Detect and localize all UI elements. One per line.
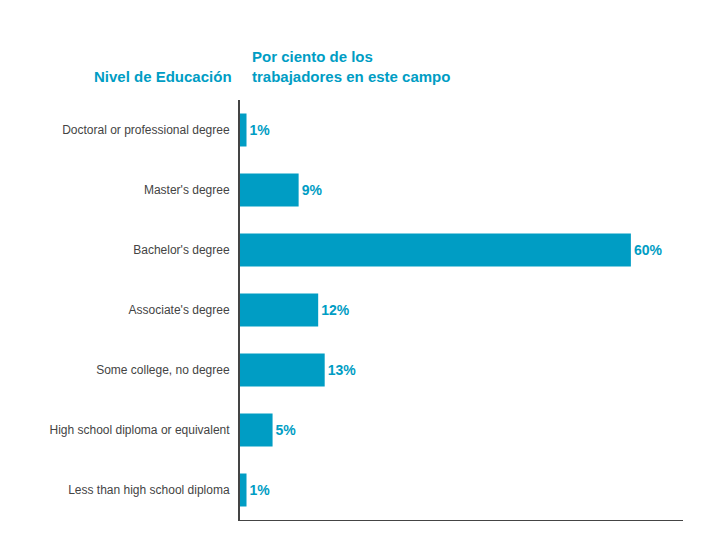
- svg-text:1%: 1%: [250, 482, 271, 498]
- svg-text:Por ciento de lostrabajadores: Por ciento de lostrabajadores en este ca…: [252, 48, 450, 85]
- svg-text:13%: 13%: [328, 362, 357, 378]
- svg-text:9%: 9%: [302, 182, 323, 198]
- svg-text:Associate's degree: Associate's degree: [129, 303, 230, 317]
- svg-text:High school diploma or equival: High school diploma or equivalent: [49, 423, 230, 437]
- svg-text:Bachelor's degree: Bachelor's degree: [133, 243, 230, 257]
- svg-text:Some college, no degree: Some college, no degree: [96, 363, 230, 377]
- svg-text:1%: 1%: [250, 122, 271, 138]
- svg-text:5%: 5%: [276, 422, 297, 438]
- svg-text:Less than high school diploma: Less than high school diploma: [68, 483, 230, 497]
- svg-text:60%: 60%: [634, 242, 663, 258]
- svg-text:Master's degree: Master's degree: [144, 183, 230, 197]
- svg-text:Doctoral or professional degre: Doctoral or professional degree: [62, 123, 230, 137]
- svg-text:12%: 12%: [321, 302, 350, 318]
- svg-text:Nivel de Educación: Nivel de Educación: [94, 68, 232, 85]
